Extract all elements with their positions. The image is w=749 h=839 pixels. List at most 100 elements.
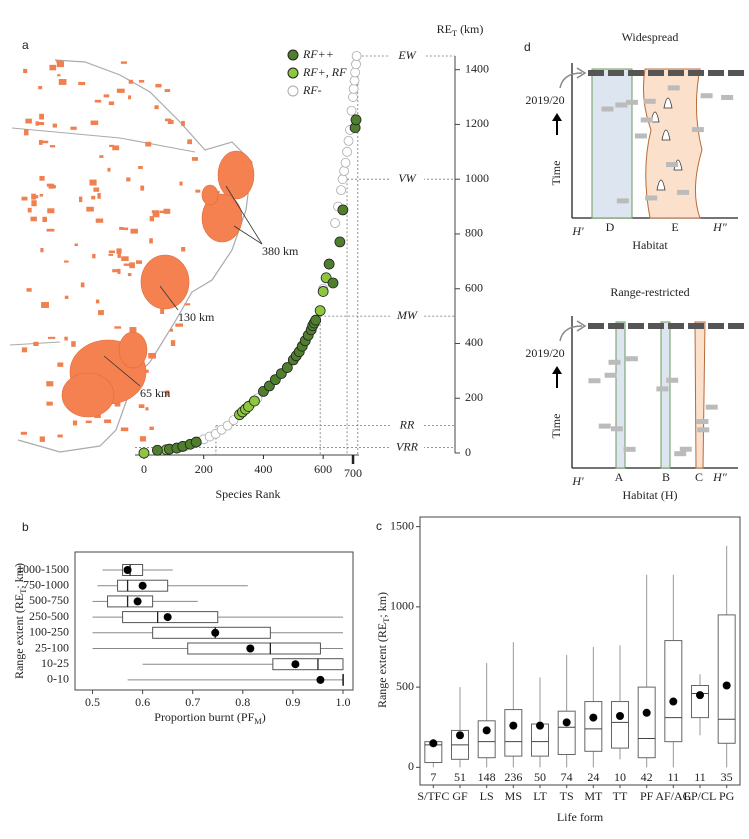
box xyxy=(122,611,219,624)
point xyxy=(340,157,351,168)
mean xyxy=(211,628,220,637)
burnt-patch xyxy=(159,210,167,213)
burnt-patch xyxy=(127,273,132,277)
burnt-patch xyxy=(164,89,171,93)
burnt-patch xyxy=(21,196,28,201)
count-label: 74 xyxy=(561,770,573,784)
burnt-patch xyxy=(108,253,114,256)
event-dash xyxy=(674,451,687,457)
panel-label: b xyxy=(22,520,29,534)
x-tick-label: 400 xyxy=(254,462,272,476)
threshold-label-bg xyxy=(390,48,424,64)
burnt-patch xyxy=(56,61,64,68)
burnt-patch xyxy=(47,208,55,214)
x-tick-label: PF xyxy=(640,789,654,803)
burnt-patch xyxy=(154,105,159,110)
event-dash xyxy=(588,378,601,384)
fire-bar xyxy=(668,323,684,329)
burnt-patch xyxy=(167,120,174,124)
burnt-patch xyxy=(20,431,27,435)
x-tick-label: MT xyxy=(584,789,603,803)
point xyxy=(317,286,329,297)
annotation-leader xyxy=(233,225,263,245)
burnt-patch xyxy=(184,303,191,306)
legend-swatch xyxy=(287,49,299,61)
point xyxy=(348,83,359,94)
point xyxy=(342,146,352,157)
event-dash xyxy=(691,127,704,133)
burnt-patch xyxy=(117,268,121,274)
burnt-patch xyxy=(123,227,129,231)
habitat-column xyxy=(615,321,626,469)
x-tick-label: 0 xyxy=(141,462,147,476)
burnt-patch xyxy=(128,95,132,100)
x-axis-label-part: M xyxy=(254,717,262,726)
burnt-patch xyxy=(109,144,115,147)
event-dash xyxy=(679,446,692,452)
annotation: 65 km xyxy=(140,386,171,400)
count-label: 11 xyxy=(668,770,680,784)
marker-arrow xyxy=(559,325,583,342)
threshold-label: VRR xyxy=(396,439,419,453)
mean xyxy=(429,739,438,748)
fire-bar xyxy=(608,70,624,76)
y-tick-label: 0-10 xyxy=(47,672,69,686)
y-tick-label: 10-25 xyxy=(41,656,69,670)
burnt-patch xyxy=(52,123,58,128)
burnt-patch xyxy=(149,216,155,222)
mean xyxy=(669,697,678,706)
mean xyxy=(722,681,731,690)
burnt-patch xyxy=(175,323,184,327)
fire-bar xyxy=(688,70,704,76)
count-label: 42 xyxy=(641,770,653,784)
habitat-label: E xyxy=(671,220,678,234)
burnt-patch xyxy=(35,121,39,126)
diagram-title: Widespread xyxy=(622,30,679,44)
burnt-patch xyxy=(164,118,172,122)
mean xyxy=(482,726,491,735)
box xyxy=(691,685,709,719)
burnt-patch xyxy=(145,407,149,411)
y-axis-label: RET (km) xyxy=(437,22,484,39)
x-tick-label: 0.5 xyxy=(85,695,100,709)
y-axis-label: Range extent (RET; km) xyxy=(12,563,29,679)
event-dash xyxy=(623,446,636,452)
burnt-patch xyxy=(170,340,176,346)
burnt-patch xyxy=(187,139,193,145)
burnt-patch xyxy=(123,263,131,266)
burnt-patch xyxy=(126,177,131,182)
burnt-patch xyxy=(165,390,170,396)
x-axis-label: Proportion burnt (PFM) xyxy=(154,710,265,727)
event-dash xyxy=(643,98,656,104)
legend-swatch xyxy=(287,67,299,79)
burnt-patch xyxy=(31,200,37,207)
point xyxy=(348,92,358,102)
threshold-label-bg xyxy=(390,171,424,188)
x-axis-label: Life form xyxy=(557,810,604,824)
point xyxy=(151,444,163,456)
burnt-patch xyxy=(121,256,129,261)
x-tick-label: 200 xyxy=(195,462,213,476)
burnt-patch xyxy=(138,166,143,169)
legend-swatch xyxy=(287,85,299,97)
fire-bar xyxy=(708,323,724,329)
box xyxy=(504,709,523,757)
event-dash xyxy=(634,133,647,139)
box xyxy=(611,701,629,749)
burnt-patch xyxy=(90,120,99,126)
point xyxy=(281,362,293,373)
burnt-patch xyxy=(129,262,135,269)
mean xyxy=(589,713,598,722)
point xyxy=(351,51,362,61)
box xyxy=(477,720,496,759)
panel-label: c xyxy=(376,519,382,533)
burnt-patch xyxy=(40,248,44,253)
y-tick-label: 800 xyxy=(465,226,483,240)
burnt-patch xyxy=(114,326,122,329)
y-tick-label: 250-500 xyxy=(29,609,69,623)
event-dash xyxy=(604,372,617,378)
y-axis-label-part: Range extent (RE xyxy=(12,594,26,679)
marker-arrowhead xyxy=(576,67,587,79)
threshold-label: EW xyxy=(397,48,416,62)
